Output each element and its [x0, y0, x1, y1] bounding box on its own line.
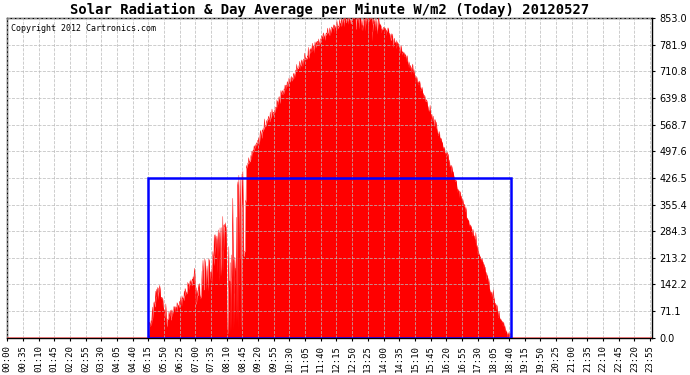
Title: Solar Radiation & Day Average per Minute W/m2 (Today) 20120527: Solar Radiation & Day Average per Minute…	[70, 3, 589, 17]
Bar	[148, 178, 511, 338]
Text: Copyright 2012 Cartronics.com: Copyright 2012 Cartronics.com	[10, 24, 155, 33]
